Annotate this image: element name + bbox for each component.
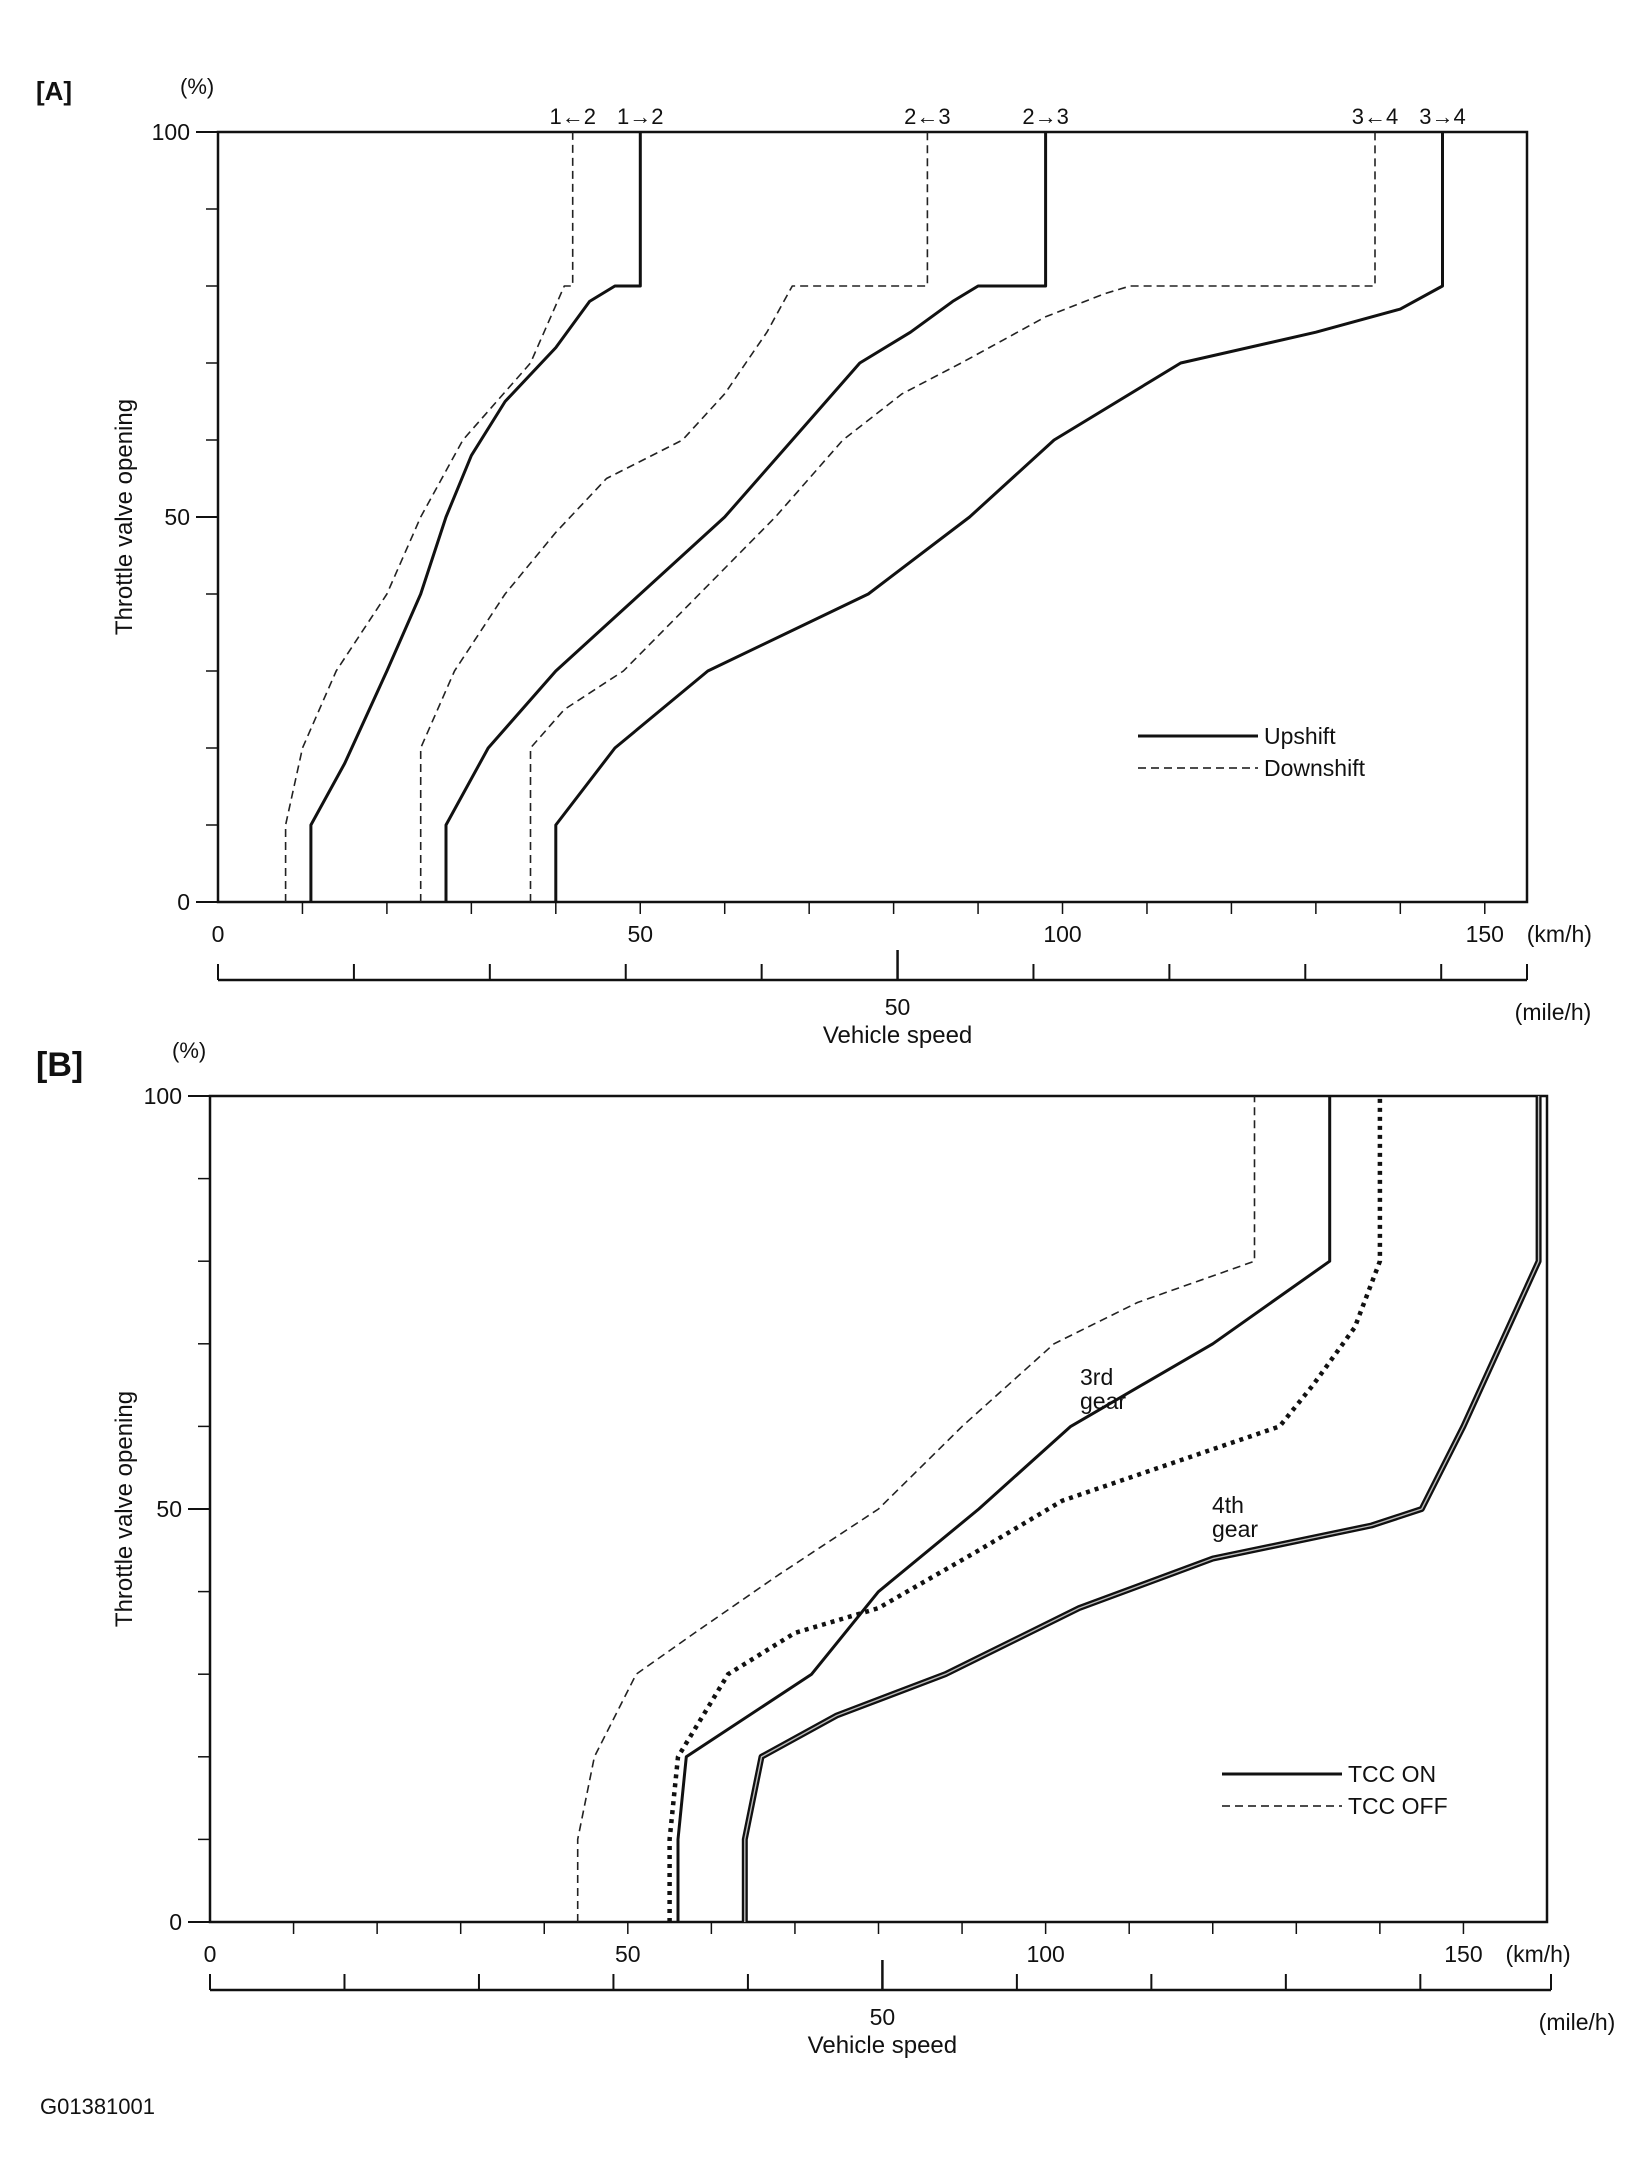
series-line [676,1096,1332,1922]
gear-label: 3rd [1080,1364,1113,1390]
series-line [576,1096,1256,1922]
panel-label: [A] [36,76,72,106]
legend-label: TCC OFF [1348,1793,1448,1819]
legend-label: Downshift [1264,755,1366,781]
y-unit-label: (%) [180,74,214,99]
panel-a-shift-diagram: [A] 0 50 100 (%) Throttle valve opening 0 50 100… [36,74,1592,1049]
shift-label: 2←3 [904,104,950,129]
y-tick-label: 100 [144,1083,182,1109]
x-tick-label: 150 [1444,1941,1482,1967]
y-unit-label: (%) [172,1038,206,1063]
panel-label: [B] [36,1046,83,1084]
series-line [444,132,1048,902]
y-tick-label: 50 [156,1496,182,1522]
x-tick-label: 50 [615,1941,641,1967]
x-tick-label: 100 [1026,1941,1064,1967]
mile-unit-label: (mile/h) [1539,2009,1616,2035]
shift-label: 2→3 [1022,104,1068,129]
mile-tick-label: 50 [870,2004,896,2030]
x-axis-label: Vehicle speed [823,1022,972,1049]
gear-label: gear [1212,1516,1258,1542]
plot-frame [216,130,1529,904]
series-line [667,1096,1383,1922]
series-line [554,132,1444,902]
y-tick-label: 50 [164,504,190,530]
gear-label: gear [1080,1388,1126,1414]
shift-label: 1←2 [549,104,595,129]
figure-code: G01381001 [40,2094,155,2119]
series-line [419,132,929,902]
series-line [529,132,1376,902]
shift-label: 3→4 [1419,104,1465,129]
x-unit-label: (km/h) [1505,1941,1570,1967]
mile-unit-label: (mile/h) [1515,999,1592,1025]
shift-label: 3←4 [1352,104,1398,129]
y-tick-label: 100 [152,119,190,145]
legend-label: TCC ON [1348,1761,1436,1787]
y-axis-label: Throttle valve opening [111,399,138,635]
x-tick-label: 50 [627,921,653,947]
x-tick-label: 150 [1466,921,1504,947]
y-tick-label: 0 [177,889,190,915]
series-line-inner [744,1096,1540,1922]
x-tick-label: 0 [212,921,225,947]
y-axis-label: Throttle valve opening [111,1391,138,1627]
mile-tick-label: 50 [885,994,911,1020]
gear-label: 4th [1212,1492,1244,1518]
x-unit-label: (km/h) [1527,921,1592,947]
shift-label: 1→2 [617,104,663,129]
series-line [284,132,574,902]
series-line [309,132,642,902]
panel-b-tcc-diagram: [B] 0 50 100 (%) Throttle valve opening 0 50 100… [36,1038,1615,2059]
y-tick-label: 0 [169,1909,182,1935]
x-tick-label: 100 [1043,921,1081,947]
x-axis-label: Vehicle speed [808,2032,957,2059]
x-tick-label: 0 [204,1941,217,1967]
legend-label: Upshift [1264,723,1336,749]
